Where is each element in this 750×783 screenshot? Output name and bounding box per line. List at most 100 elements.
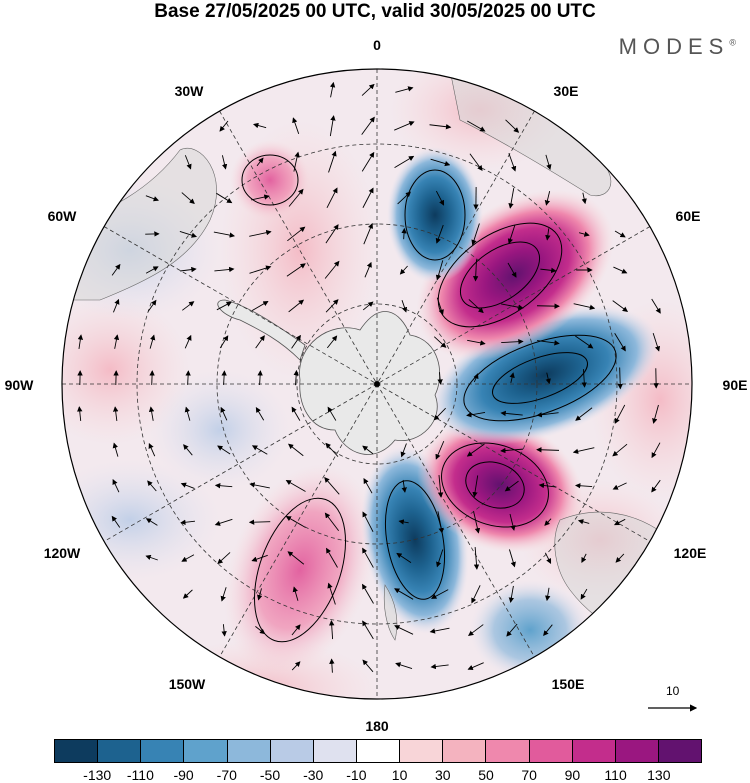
wind-arrow — [581, 553, 587, 563]
wind-arrow — [361, 83, 375, 96]
wind-arrow — [501, 303, 524, 310]
wind-arrow — [612, 443, 628, 457]
anomaly-lobe — [387, 147, 483, 283]
wind-arrow — [540, 267, 557, 274]
colorbar-tick-label: -110 — [126, 767, 154, 783]
wind-arrow — [147, 299, 157, 312]
wind-arrow — [325, 299, 339, 313]
wind-arrow — [362, 659, 374, 673]
wind-arrow — [291, 406, 301, 421]
colorbar-swatch — [141, 740, 185, 762]
colorbar — [54, 739, 702, 763]
wind-arrow — [220, 587, 227, 602]
wind-arrow — [179, 231, 198, 238]
wind-arrow — [543, 624, 553, 636]
wind-arrow — [180, 266, 197, 273]
wind-arrow — [145, 518, 158, 526]
new-zealand-land — [383, 584, 398, 641]
wind-arrow — [575, 335, 594, 349]
colorbar-tick-label: 110 — [604, 767, 627, 783]
anomaly-lobe — [230, 140, 310, 220]
wind-arrow — [472, 475, 479, 498]
wind-arrow — [473, 546, 480, 570]
lon-label-180: 180 — [365, 718, 389, 734]
wind-arrow — [112, 442, 119, 457]
wind-arrow — [145, 195, 159, 202]
wind-arrow — [469, 153, 483, 171]
colorbar-tick-label: 130 — [647, 767, 671, 783]
wind-arrow — [257, 588, 263, 601]
wind-arrow — [255, 335, 265, 349]
lon-label-120w: 120W — [44, 545, 81, 561]
wind-arrow — [327, 406, 337, 421]
streamlines — [241, 154, 617, 643]
lon-label-150e: 150E — [552, 676, 585, 692]
wind-arrow — [544, 518, 552, 526]
wind-arrow — [327, 582, 336, 605]
brand-logo: MODES® — [618, 34, 736, 59]
wind-arrow — [613, 266, 628, 274]
map-border — [61, 68, 693, 700]
wind-arrow — [148, 406, 155, 421]
wind-arrow — [581, 192, 587, 205]
wind-arrow — [430, 158, 451, 167]
wind-arrow — [505, 119, 520, 133]
lon-label-90e: 90E — [723, 377, 748, 393]
colorbar-tick-label: -130 — [83, 767, 112, 783]
wind-arrow — [544, 552, 552, 565]
wind-arrow — [183, 444, 193, 456]
wind-arrow — [433, 336, 447, 348]
colorbar-swatch — [270, 740, 314, 762]
wind-arrow — [219, 335, 229, 349]
wind-arrow — [614, 333, 626, 352]
streamline — [253, 497, 347, 643]
colorbar-swatch — [184, 740, 228, 762]
wind-arrow — [77, 334, 84, 349]
wind-arrow — [437, 475, 444, 498]
wind-arrow — [394, 155, 415, 169]
colorbar-swatch — [98, 740, 142, 762]
wind-arrow — [111, 263, 121, 276]
lon-label-120e: 120E — [674, 545, 707, 561]
lon-label-30e: 30E — [554, 83, 579, 99]
wind-arrow — [396, 552, 412, 564]
colorbar-tick-label: 70 — [521, 767, 537, 783]
wind-arrow — [614, 230, 626, 238]
wind-arrow — [185, 370, 191, 385]
wind-arrow — [216, 301, 232, 311]
wind-arrow — [248, 519, 271, 525]
wind-arrow — [249, 482, 270, 489]
colorbar-tick-label: 10 — [391, 767, 408, 783]
anomaly-lobe — [470, 580, 590, 680]
wind-arrow — [536, 447, 560, 453]
wind-arrow — [429, 124, 452, 130]
wind-arrow — [329, 620, 335, 640]
colorbar-swatch — [55, 740, 99, 762]
wind-arrow — [617, 367, 623, 390]
wind-arrow — [468, 299, 484, 314]
colorbar-tick-label: 90 — [564, 767, 581, 783]
colorbar-swatch — [313, 740, 357, 762]
wind-arrow — [112, 479, 120, 493]
wind-arrow — [288, 188, 304, 207]
wind-arrow — [545, 228, 551, 241]
wind-arrow — [180, 482, 195, 489]
wind-arrow — [612, 300, 629, 312]
wind-arrow — [180, 519, 196, 525]
wind-arrow — [324, 260, 340, 279]
wind-arrow — [362, 583, 374, 604]
wind-arrow — [292, 117, 300, 135]
wind-arrow — [507, 224, 516, 245]
wind-arrow — [251, 300, 269, 311]
wind-arrow — [614, 518, 626, 526]
wind-arrow — [545, 372, 551, 385]
wind-arrow — [217, 445, 231, 455]
wind-arrow — [182, 589, 193, 599]
wind-arrow — [575, 407, 593, 421]
wind-arrow — [362, 511, 374, 532]
wind-arrow — [214, 266, 235, 273]
wind-arrow — [471, 585, 481, 604]
wind-arrow — [500, 447, 524, 454]
streamline — [492, 352, 588, 404]
wind-arrow — [573, 303, 596, 310]
